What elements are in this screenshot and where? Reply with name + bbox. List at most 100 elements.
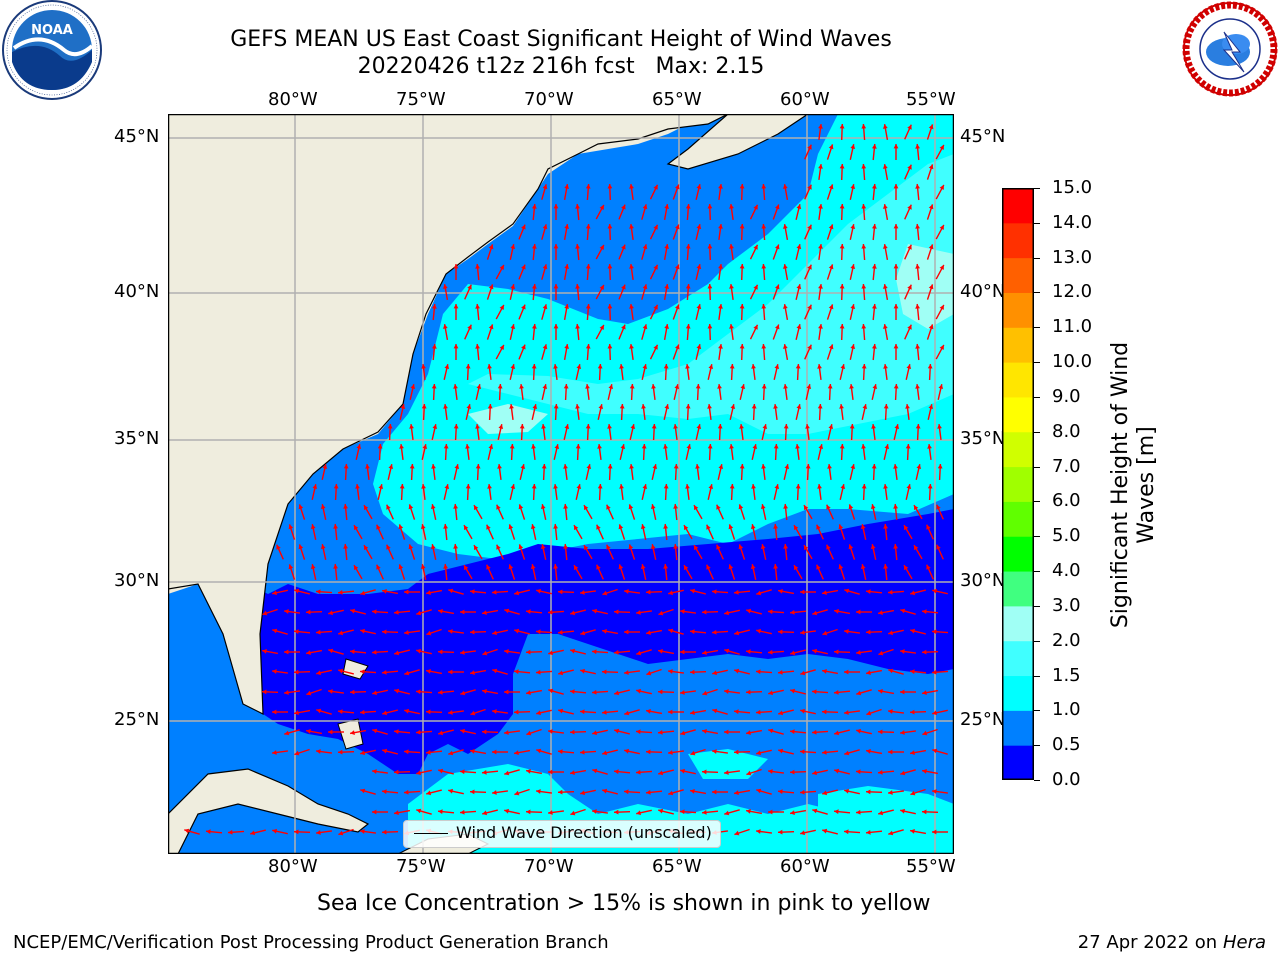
wave-arrow-head bbox=[775, 244, 780, 250]
wave-arrow-head bbox=[750, 564, 756, 569]
wave-arrow-head bbox=[739, 264, 745, 269]
wave-arrow-head bbox=[716, 544, 721, 550]
wave-arrow-head bbox=[580, 590, 585, 595]
wave-arrow-head bbox=[651, 424, 657, 429]
wave-arrow-head bbox=[416, 808, 422, 814]
wave-arrow-head bbox=[475, 344, 480, 349]
wave-arrow-head bbox=[834, 809, 839, 814]
wave-arrow-head bbox=[316, 589, 321, 595]
wave-arrow-head bbox=[376, 564, 381, 570]
wave-arrow-head bbox=[862, 404, 868, 409]
wave-arrow-head bbox=[866, 589, 871, 594]
wave-arrow-head bbox=[927, 364, 933, 369]
wave-arrow-head bbox=[382, 589, 387, 594]
wave-arrow-head bbox=[850, 224, 856, 229]
wave-arrow-head bbox=[608, 384, 614, 389]
wave-arrow-head bbox=[426, 750, 431, 755]
wave-arrow-head bbox=[812, 729, 817, 735]
wave-arrow-head bbox=[834, 690, 839, 695]
wave-arrow-head bbox=[872, 224, 877, 229]
us-coastline bbox=[168, 114, 729, 715]
wave-arrow-head bbox=[343, 504, 348, 509]
wave-arrow-head bbox=[460, 728, 465, 734]
wave-arrow-head bbox=[922, 730, 928, 736]
wave-arrow-head bbox=[783, 504, 788, 509]
wave-arrow-head bbox=[685, 364, 690, 369]
wave-arrow-head bbox=[717, 424, 723, 429]
wave-arrow-head bbox=[620, 444, 626, 449]
wave-arrow-head bbox=[878, 729, 883, 735]
wave-arrow-head bbox=[694, 545, 699, 551]
wave-arrow-head bbox=[426, 669, 431, 674]
footer-date: 27 Apr 2022 on bbox=[1077, 932, 1223, 953]
wave-arrow-head bbox=[438, 649, 443, 655]
wave-arrow-head bbox=[807, 224, 812, 230]
wave-arrow-head bbox=[378, 484, 384, 489]
footer-right: 27 Apr 2022 on Hera bbox=[1078, 932, 1266, 954]
wave-arrow-head bbox=[624, 710, 630, 716]
wave-arrow-head bbox=[775, 204, 780, 210]
wave-arrow-head bbox=[298, 544, 304, 550]
wave-arrow-head bbox=[642, 324, 648, 330]
wave-arrow-head bbox=[354, 565, 359, 571]
wave-arrow-head bbox=[646, 709, 651, 714]
wave-arrow-head bbox=[642, 244, 648, 250]
wave-arrow-head bbox=[696, 264, 702, 270]
wave-arrow-head bbox=[492, 749, 497, 755]
wave-arrow-head bbox=[607, 424, 612, 429]
wave-arrow-head bbox=[646, 670, 652, 676]
wave-arrow-head bbox=[584, 545, 589, 551]
wave-arrow-head bbox=[443, 284, 448, 289]
wave-arrow-head bbox=[470, 789, 475, 795]
wave-arrow-head bbox=[936, 544, 941, 550]
wave-arrow-head bbox=[707, 324, 713, 329]
wave-arrow-head bbox=[576, 484, 582, 489]
colorbar-tick-mark bbox=[1034, 396, 1040, 398]
wave-arrow-head bbox=[680, 649, 685, 655]
wave-arrow-head bbox=[668, 628, 674, 634]
wave-arrow-head bbox=[580, 709, 585, 715]
wind-wave-arrows bbox=[184, 123, 949, 836]
wave-arrow-head bbox=[673, 504, 678, 509]
wave-arrow-head bbox=[888, 630, 893, 636]
lat-tick-right: 35°N bbox=[960, 428, 1006, 449]
wave-arrow-head bbox=[548, 810, 553, 815]
wave-arrow-head bbox=[532, 204, 537, 209]
wave-arrow-head bbox=[839, 444, 845, 449]
wave-arrow-head bbox=[607, 464, 613, 469]
wave-arrow-head bbox=[783, 184, 788, 189]
wave-arrow-head bbox=[360, 709, 365, 715]
wave-arrow-head bbox=[652, 464, 658, 469]
wave-arrow-head bbox=[796, 284, 802, 290]
colorbar-tick-mark bbox=[1034, 188, 1040, 189]
wave-arrow-head bbox=[734, 590, 739, 595]
wave-arrow-head bbox=[482, 689, 487, 694]
wave-arrow-head bbox=[592, 649, 597, 655]
wave-arrow-head bbox=[774, 364, 780, 369]
wave-arrow-head bbox=[774, 484, 780, 489]
wave-arrow-head bbox=[800, 630, 805, 635]
wave-arrow-head bbox=[866, 629, 871, 635]
wave-arrow-head bbox=[775, 284, 780, 290]
wave-arrow-head bbox=[487, 484, 492, 489]
wave-arrow-head bbox=[564, 344, 569, 349]
wave-arrow-head bbox=[530, 524, 536, 529]
wave-arrow-head bbox=[475, 264, 480, 269]
wave-arrow-head bbox=[861, 284, 867, 289]
wave-arrow-head bbox=[838, 524, 844, 530]
wave-arrow-head bbox=[932, 710, 937, 716]
wave-arrow-head bbox=[470, 710, 476, 716]
wave-arrow-head bbox=[839, 164, 845, 169]
wave-arrow-head bbox=[761, 224, 767, 229]
wave-arrow-head bbox=[718, 224, 723, 229]
wave-arrow-head bbox=[664, 244, 669, 249]
wave-arrow-head bbox=[629, 384, 635, 389]
wave-arrow-head bbox=[914, 505, 919, 511]
wave-arrow-head bbox=[844, 629, 849, 634]
wave-arrow-head bbox=[621, 244, 626, 250]
wave-arrow-head bbox=[928, 124, 934, 130]
wave-arrow-head bbox=[850, 184, 856, 189]
wave-arrow-head bbox=[584, 505, 589, 511]
wave-arrow-head bbox=[753, 244, 758, 250]
wave-arrow-head bbox=[496, 504, 501, 510]
